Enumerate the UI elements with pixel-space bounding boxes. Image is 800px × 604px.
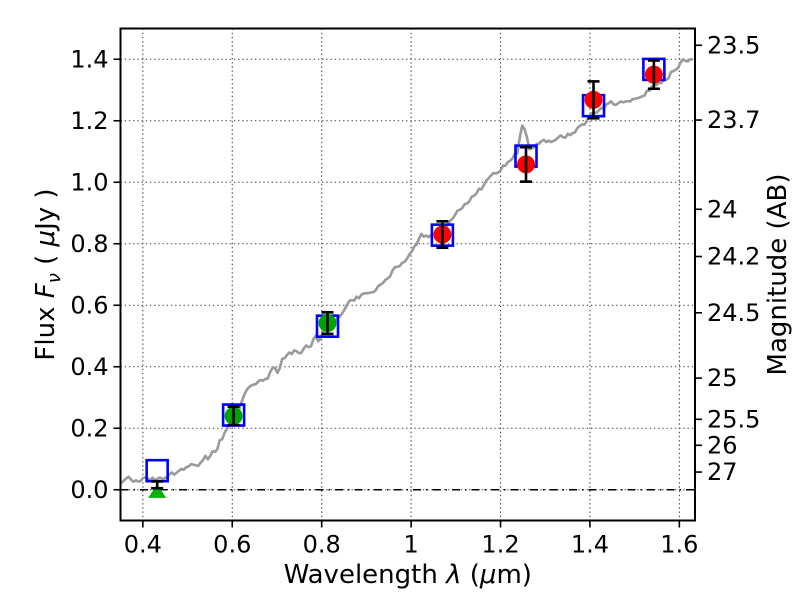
y-tick-left-label: 0.8	[70, 230, 108, 258]
x-tick-label: 1.6	[660, 531, 698, 559]
y-tick-left-label: 0.2	[70, 414, 108, 442]
y-tick-left-label: 1.0	[70, 168, 108, 196]
x-tick-label: 1	[403, 531, 418, 559]
y-tick-right-label: 25.5	[707, 405, 760, 433]
y-tick-right-label: 24.2	[707, 242, 760, 270]
y-tick-right-label: 23.5	[707, 31, 760, 59]
y-tick-right-label: 24.5	[707, 299, 760, 327]
y-tick-left-label: 0.6	[70, 291, 108, 319]
y-tick-right-label: 26	[707, 431, 738, 459]
y-tick-left-label: 1.2	[70, 107, 108, 135]
y-tick-left-label: 1.4	[70, 45, 108, 73]
x-tick-label: 1.2	[481, 531, 519, 559]
y-tick-left-label: 0.4	[70, 353, 108, 381]
y-tick-left-label: 0.0	[70, 476, 108, 504]
y-axis-left-label: Flux Fν ( μJy )	[31, 188, 65, 360]
x-tick-label: 1.4	[571, 531, 609, 559]
y-tick-right-label: 25	[707, 364, 738, 392]
x-tick-label: 0.4	[124, 531, 162, 559]
y-axis-right-label: Magnitude (AB)	[763, 174, 793, 376]
x-axis-label: Wavelength λ (μm)	[284, 560, 532, 590]
model-spectrum-line	[120, 57, 693, 485]
y-tick-right-label: 24	[707, 195, 738, 223]
upper-limit-triangle-marker	[148, 484, 167, 498]
x-tick-label: 0.6	[213, 531, 251, 559]
plot-area: 0.4 0.6 0.8 1 1.2 1.4 1.6 0.0 0.2 0.4 0.6 0.8 1.0 1.2…	[31, 27, 760, 590]
axes-frame	[119, 27, 696, 522]
y-tick-right-label: 23.7	[707, 106, 760, 134]
x-tick-label: 0.8	[303, 531, 341, 559]
y-tick-right-label: 27	[707, 458, 738, 486]
